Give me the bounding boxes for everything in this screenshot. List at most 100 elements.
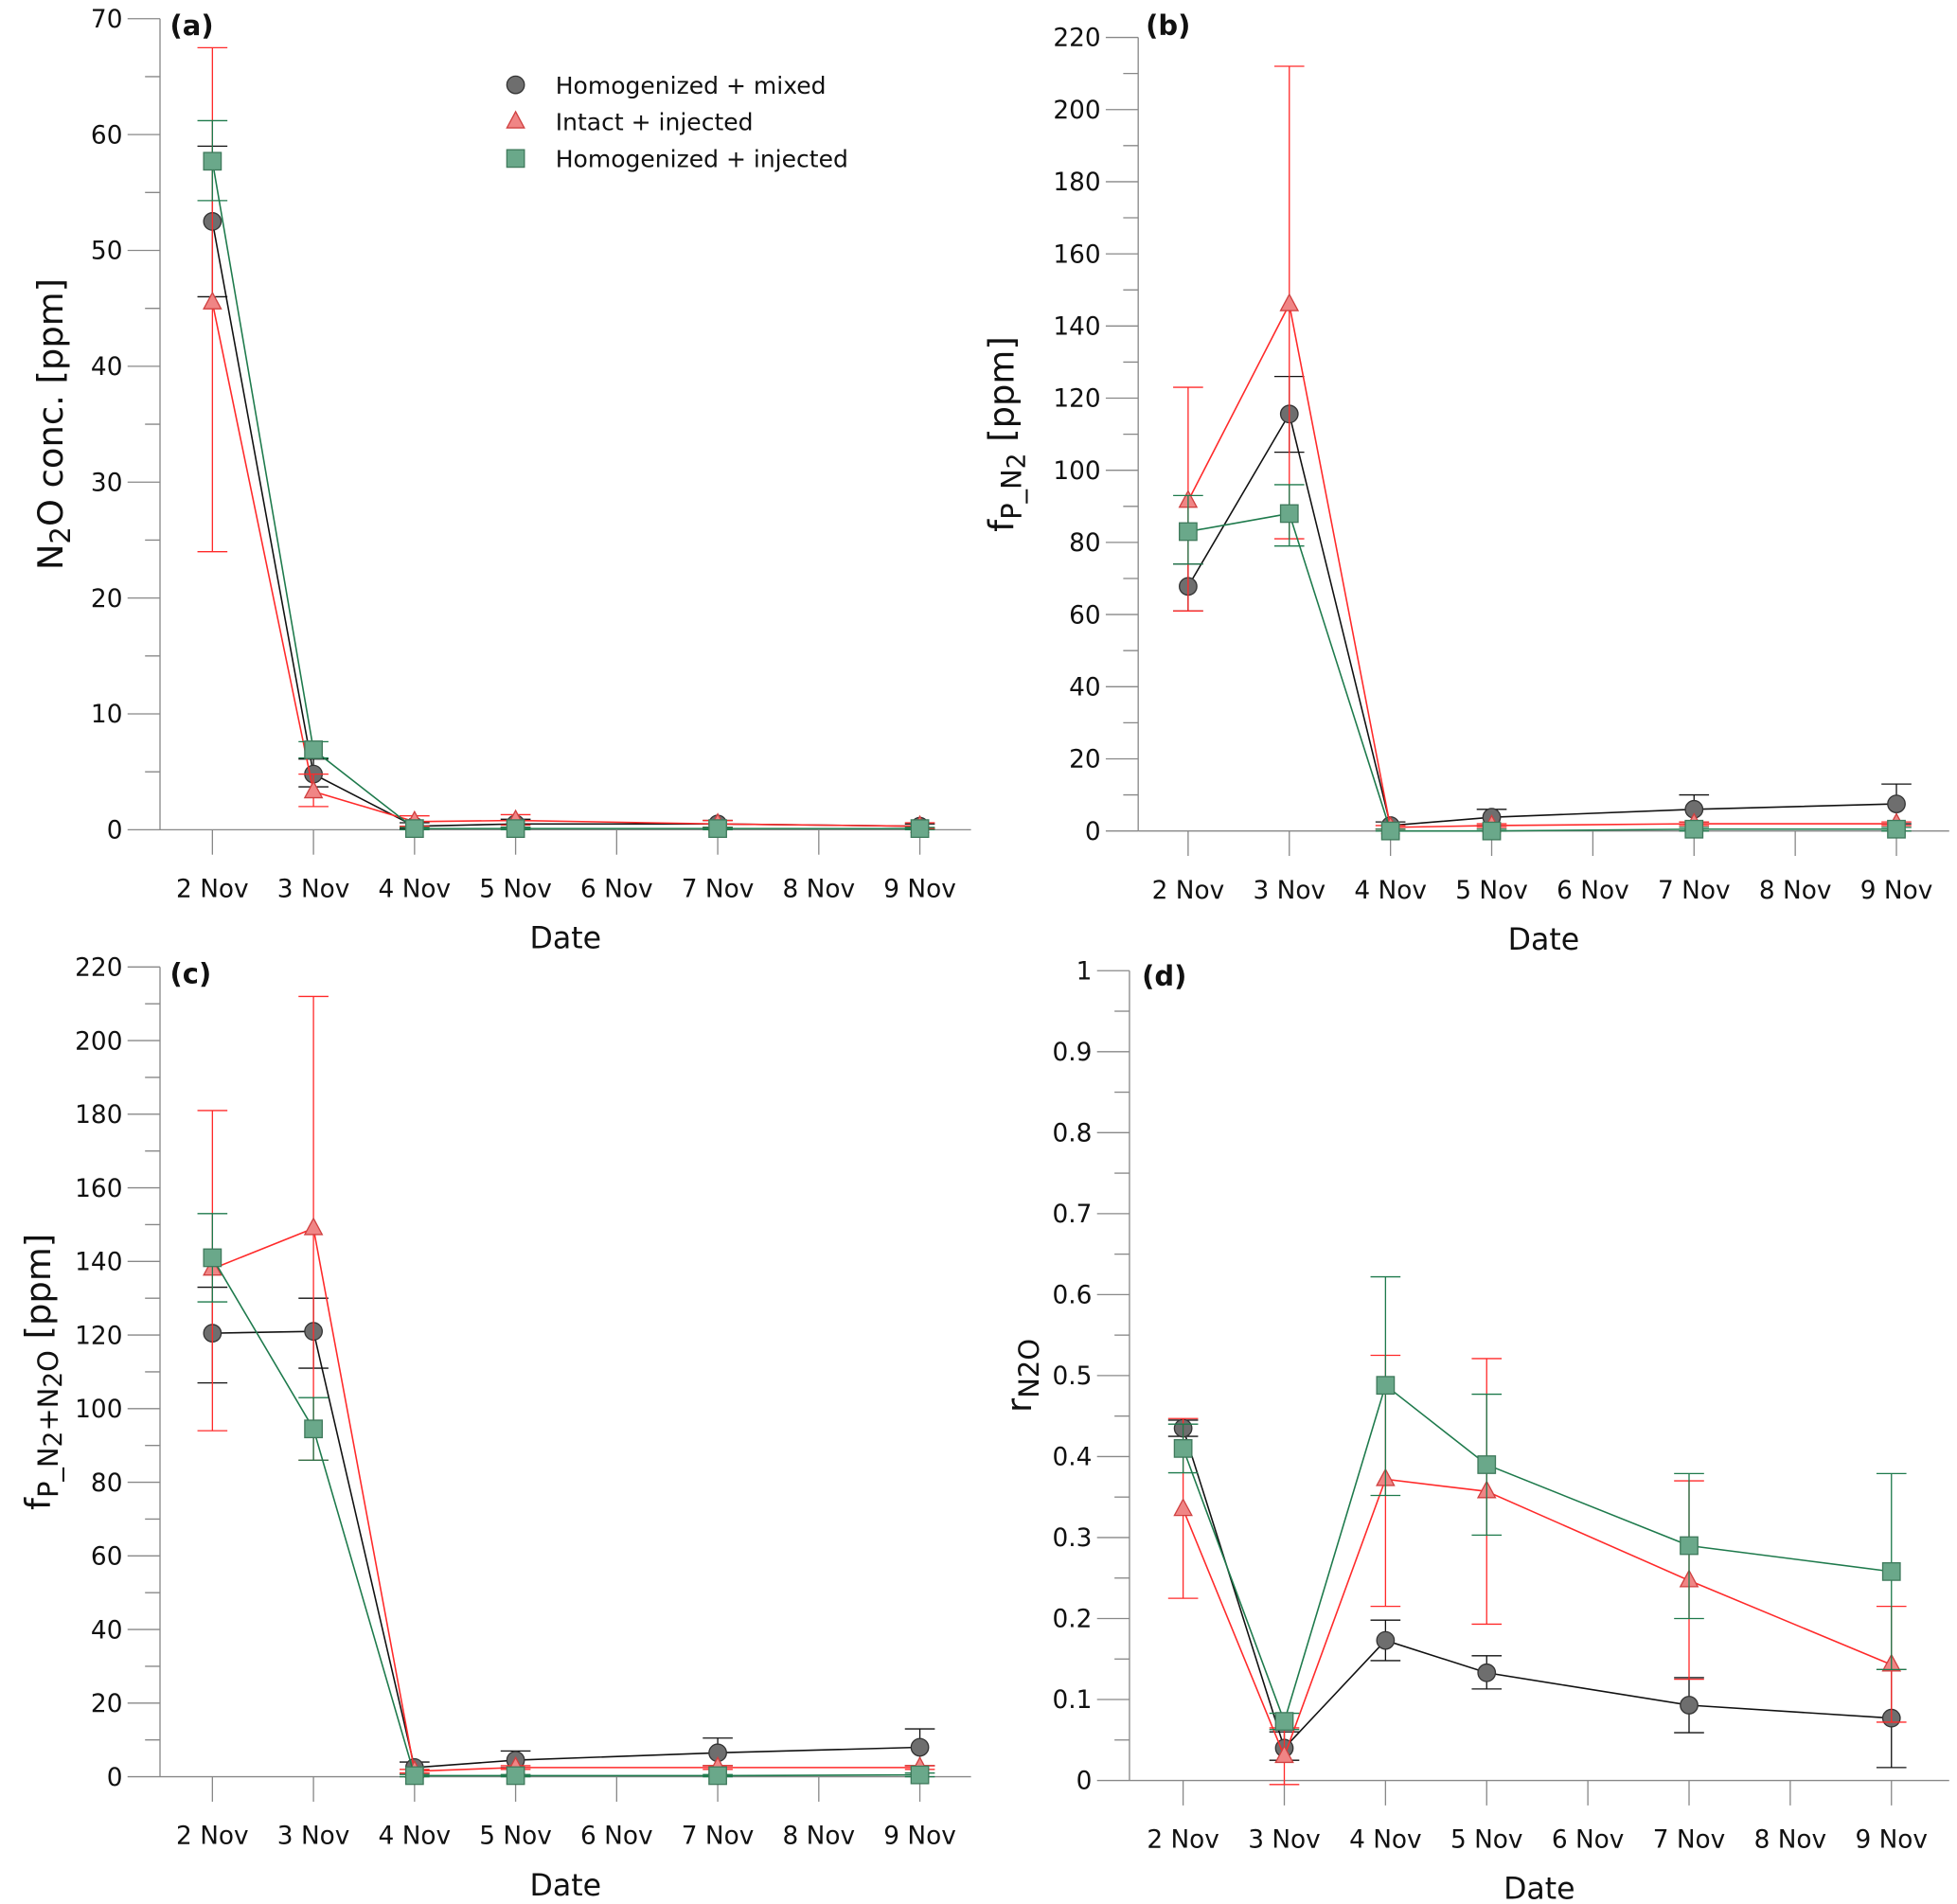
x-tick-label: 6 Nov (1557, 877, 1629, 905)
x-tick-label: 5 Nov (479, 1823, 552, 1851)
x-tick-label: 5 Nov (1450, 1826, 1523, 1855)
y-tick-label: 0.1 (1053, 1686, 1093, 1715)
data-point-mixed (1477, 1663, 1497, 1682)
series-intact (1173, 65, 1912, 835)
data-point-hinj (1376, 1376, 1396, 1396)
data-point-hinj (1482, 821, 1502, 841)
data-point-hinj (203, 151, 222, 171)
x-tick-label: 4 Nov (1354, 877, 1427, 905)
y-tick-label: 120 (1053, 385, 1100, 414)
series-line-mixed (1187, 412, 1897, 827)
y-tick-label: 20 (91, 585, 123, 614)
y-tick-label: 40 (1069, 674, 1101, 703)
x-tick-label: 4 Nov (1349, 1826, 1422, 1855)
y-axis-title-part: r (999, 1397, 1040, 1413)
data-point-hinj (404, 1766, 424, 1786)
series-line-hinj (1187, 512, 1897, 832)
y-tick-label: 20 (1069, 746, 1101, 774)
panel-c: 0 20 40 60 80 100 120 140 160 180 200 220 2 Nov 3 Nov… (18, 954, 971, 1903)
y-tick-label: 10 (91, 701, 123, 729)
y-tick-label: 0.2 (1053, 1606, 1093, 1634)
data-point-hinj (506, 1766, 525, 1786)
y-axis-title-part: P_N (996, 469, 1028, 520)
y-tick-label: 0 (1076, 1768, 1093, 1796)
series-mixed (197, 1286, 935, 1777)
data-point-hinj (1881, 1561, 1901, 1581)
x-tick-label: 8 Nov (783, 876, 856, 904)
y-axis-title: rN2O (999, 1339, 1045, 1413)
x-tick-label: 8 Nov (783, 1823, 856, 1851)
y-tick-label: 140 (1053, 313, 1100, 342)
data-point-hinj (1179, 522, 1198, 542)
y-tick-label: 200 (75, 1027, 122, 1056)
data-point-hinj (203, 1248, 222, 1268)
y-tick-label: 220 (75, 954, 122, 983)
y-tick-label: 200 (1053, 97, 1100, 125)
panel-label: (a) (170, 9, 214, 42)
y-axis-title-part: 2 (40, 1372, 68, 1388)
series-line-hinj (211, 1257, 920, 1777)
x-tick-label: 4 Nov (379, 876, 452, 904)
series-mixed (197, 145, 935, 836)
y-axis-title: fP_N2 [ppm] (981, 336, 1031, 532)
y-tick-label: 0.6 (1053, 1282, 1093, 1310)
x-tick-label: 5 Nov (479, 876, 552, 904)
series-line-intact (211, 302, 920, 827)
series-line-mixed (1182, 1428, 1892, 1750)
data-point-hinj (708, 1766, 727, 1786)
x-tick-label: 5 Nov (1455, 877, 1528, 905)
y-axis-title: fP_N2+N2O [ppm] (18, 1234, 68, 1510)
data-point-hinj (1380, 821, 1400, 841)
data-point-hinj (506, 819, 525, 839)
y-tick-label: 100 (75, 1396, 122, 1424)
y-tick-label: 160 (1053, 240, 1100, 269)
series-hinj (197, 1213, 935, 1786)
data-point-hinj (910, 819, 930, 839)
x-tick-label: 7 Nov (682, 1823, 755, 1851)
y-tick-label: 0 (107, 1764, 123, 1792)
x-tick-label: 3 Nov (1248, 1826, 1321, 1855)
data-point-hinj (1279, 504, 1299, 524)
legend-label: Homogenized + injected (556, 146, 848, 173)
data-point-hinj (304, 740, 323, 759)
y-axis-title-part: O conc. [ppm] (30, 278, 71, 526)
y-tick-label: 0.4 (1053, 1444, 1093, 1472)
series-line-mixed (211, 221, 920, 827)
data-point-mixed (910, 1737, 930, 1757)
y-tick-label: 30 (91, 469, 123, 497)
series-hinj (197, 119, 935, 839)
y-tick-label: 0.7 (1053, 1201, 1093, 1229)
y-tick-label: 180 (75, 1101, 122, 1130)
y-tick-label: 140 (75, 1249, 122, 1277)
data-point-hinj (1274, 1712, 1294, 1731)
data-point-hinj (404, 819, 424, 839)
legend-marker-mixed (506, 75, 525, 95)
y-tick-label: 0.9 (1053, 1039, 1093, 1067)
y-tick-label: 50 (91, 238, 123, 266)
series-mixed (1173, 375, 1912, 835)
y-tick-label: 20 (91, 1690, 123, 1718)
data-point-intact (1279, 293, 1300, 311)
data-point-hinj (1173, 1438, 1193, 1458)
series-line-mixed (212, 1330, 920, 1769)
data-point-hinj (304, 1419, 323, 1439)
y-tick-label: 40 (91, 353, 123, 382)
y-axis-title: N2O conc. [ppm] (30, 278, 77, 570)
x-tick-label: 7 Nov (682, 876, 755, 904)
y-axis-title-part: 2 (40, 1432, 68, 1448)
y-axis-title-part: N2O (1013, 1339, 1045, 1398)
series-line-intact (212, 1227, 920, 1772)
y-tick-label: 0 (1085, 818, 1101, 846)
y-tick-label: 80 (91, 1469, 123, 1498)
y-tick-label: 220 (1053, 25, 1100, 53)
x-axis-title: Date (1508, 923, 1580, 957)
legend: Homogenized + mixed Intact + injected Homo… (506, 72, 848, 173)
panel-b: 0 20 40 60 80 100 120 140 160 180 200 220 2 Nov 3 Nov… (981, 9, 1949, 957)
panel-a: 0 10 20 30 40 50 60 70 2 Nov 3 Nov 4 Nov 5 Nov 6 Nov… (30, 6, 971, 956)
x-axis-title: Date (1503, 1873, 1575, 1904)
y-axis-title-part: 2 (1003, 454, 1031, 470)
x-tick-label: 2 Nov (176, 1823, 249, 1851)
data-point-intact (203, 291, 222, 310)
series-line-intact (1182, 1478, 1893, 1759)
series-intact (197, 995, 935, 1778)
